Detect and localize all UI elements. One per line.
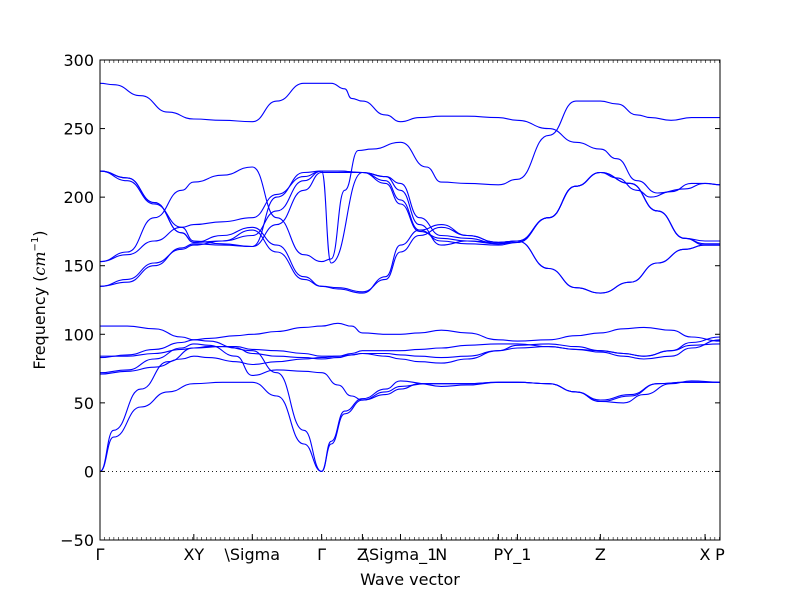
y-tick-label: 250 <box>63 120 94 139</box>
x-tick-label: \Sigma_1 <box>364 545 438 565</box>
x-minor-ticks <box>99 60 720 540</box>
band-line-14 <box>100 100 720 263</box>
y-tick-label: 0 <box>84 462 94 481</box>
x-axis-ticks: Γ XY \Sigma Γ Z\Sigma_1N P Y_1 Z X P <box>96 534 725 565</box>
band-lines <box>100 82 720 472</box>
band-line-3 <box>100 343 720 404</box>
y-tick-label: 50 <box>74 394 94 413</box>
band-line-5 <box>100 339 720 360</box>
band-line-7 <box>100 336 720 375</box>
x-tick-label: Z <box>595 545 606 564</box>
x-tick-label: Γ <box>96 545 105 564</box>
band-line-12 <box>100 170 720 294</box>
band-line-2 <box>100 346 720 472</box>
x-tick-label: \Sigma <box>225 545 281 564</box>
band-line-6 <box>100 322 720 342</box>
x-axis-label: Wave vector <box>360 570 460 589</box>
y-tick-label: 100 <box>63 325 94 344</box>
y-tick-label: −50 <box>60 531 94 550</box>
y-tick-label: 150 <box>63 257 94 276</box>
x-tick-label: XY <box>183 545 204 564</box>
x-tick-label: N <box>435 545 447 564</box>
x-tick-label: X <box>700 545 711 564</box>
x-tick-label: Z <box>357 545 368 564</box>
x-tick-label: P <box>715 545 725 564</box>
y-tick-label: 200 <box>63 188 94 207</box>
y-axis-label: Frequency (cm−1) <box>30 230 49 369</box>
x-tick-label: P <box>494 545 504 564</box>
y-axis-ticks: −50 0 50 100 150 200 250 300 <box>60 51 720 550</box>
band-line-15 <box>100 82 720 194</box>
band-line-13 <box>100 170 720 264</box>
y-tick-label: 300 <box>63 51 94 70</box>
band-line-10 <box>100 170 720 263</box>
x-tick-label: Γ <box>317 545 326 564</box>
x-tick-label: Y_1 <box>502 545 531 565</box>
band-line-1 <box>100 381 720 472</box>
